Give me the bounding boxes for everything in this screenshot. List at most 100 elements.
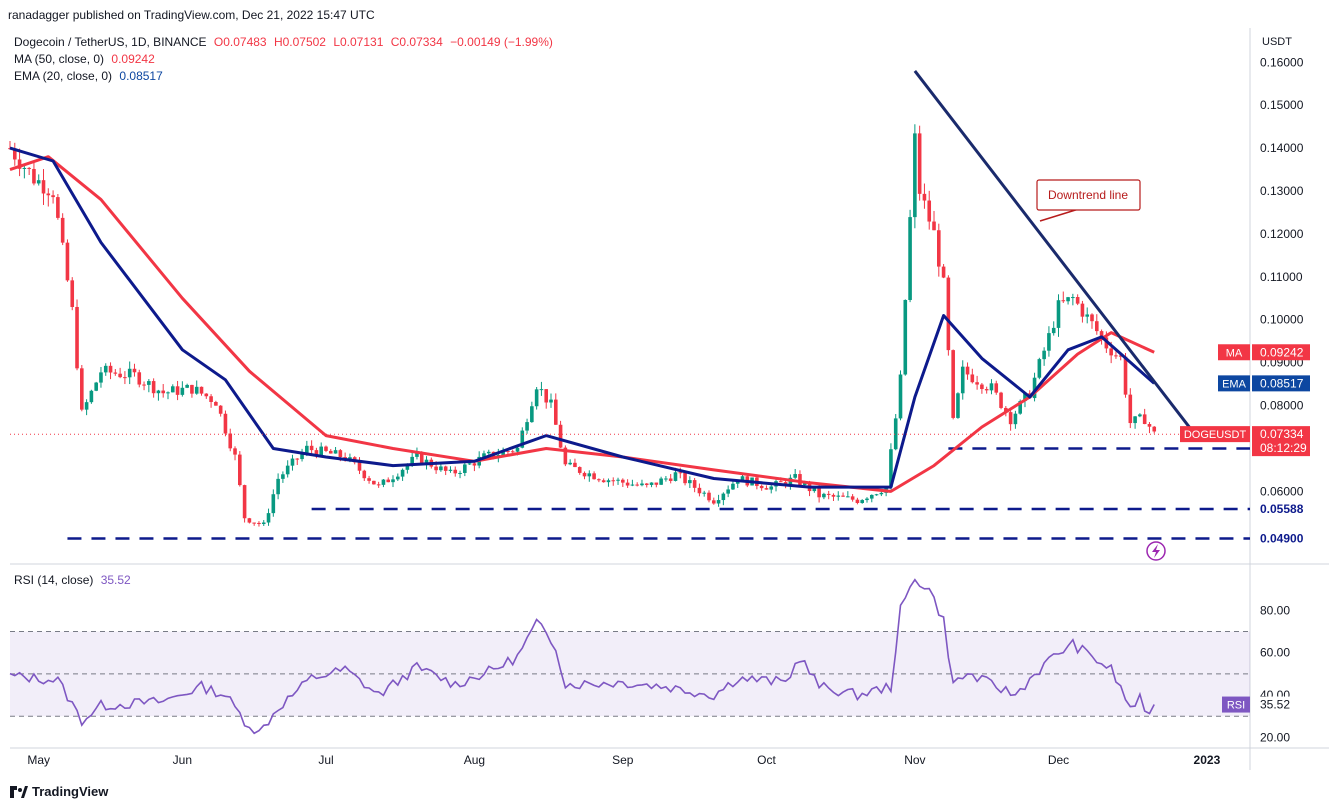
candle-body	[46, 193, 51, 196]
candle-body	[453, 469, 458, 474]
price-tick-label: 0.04900	[1260, 532, 1304, 546]
candle-body	[443, 466, 448, 471]
candle-body	[348, 457, 352, 460]
candle-body	[415, 452, 419, 457]
price-tick-label: 0.14000	[1260, 141, 1304, 155]
rsi-badge-label: RSI	[1227, 700, 1245, 712]
candle-body	[94, 382, 98, 391]
candle-body	[893, 418, 898, 450]
candle-body	[989, 383, 994, 391]
candle-body	[553, 399, 558, 425]
candle-body	[927, 200, 932, 222]
level-tick-bg	[1253, 501, 1315, 518]
candle-body	[271, 494, 276, 514]
candle-body	[170, 386, 175, 393]
candle-body	[850, 496, 855, 500]
candle-body	[247, 518, 252, 523]
candle-body	[75, 306, 79, 369]
candle-body	[242, 485, 247, 519]
candle-body	[817, 488, 821, 498]
candle-body	[903, 299, 908, 375]
candle-body	[793, 474, 797, 478]
candle-body	[769, 486, 774, 490]
candle-body	[467, 463, 472, 465]
candle-body	[711, 500, 716, 504]
rsi-line	[9, 578, 1155, 735]
candle-body	[295, 458, 300, 460]
candle-body	[290, 458, 295, 466]
candle-body	[1071, 297, 1075, 299]
candle-body	[482, 453, 486, 457]
tradingview-footer[interactable]: TradingView	[10, 784, 108, 799]
symbol-badge-label: DOGEUSDT	[1184, 429, 1247, 441]
candle-body	[1118, 355, 1123, 357]
candle-body	[161, 390, 166, 394]
price-tick-label: 0.10000	[1260, 313, 1304, 327]
lightning-bolt	[1152, 544, 1160, 558]
candle-body	[419, 452, 424, 464]
candle-body	[688, 480, 692, 484]
candle-body	[678, 472, 683, 474]
low-value: L0.07131	[333, 35, 384, 49]
candle-body	[740, 476, 745, 482]
price-badge-value: 0.07334	[1260, 427, 1304, 441]
candle-body	[65, 242, 70, 281]
candle-body	[89, 390, 94, 403]
candle-body	[582, 472, 587, 477]
candle-body	[980, 384, 984, 390]
candle-body	[1018, 401, 1022, 414]
candle-body	[132, 368, 137, 373]
candle-body	[400, 469, 405, 477]
candle-body	[223, 413, 228, 434]
candle-body	[630, 484, 635, 486]
indicator-badge	[1218, 344, 1250, 361]
price-tick-label: 0.06000	[1260, 484, 1304, 498]
candle-body	[1008, 412, 1013, 425]
ema-20-line	[9, 146, 1156, 489]
time-tick-label: Dec	[1048, 753, 1069, 767]
indicator-value: 0.08517	[1260, 376, 1304, 390]
candle-body	[204, 393, 209, 397]
candle-body	[544, 389, 549, 403]
publisher-credit: ranadagger published on TradingView.com,…	[8, 8, 375, 22]
candle-body	[1066, 297, 1070, 302]
candle-body	[707, 492, 711, 501]
candle-body	[448, 469, 453, 471]
price-tick-label: 0.15000	[1260, 98, 1304, 112]
candle-body	[113, 372, 118, 374]
ema-value: 0.08517	[119, 69, 163, 83]
candle-body	[424, 459, 429, 464]
candle-body	[668, 478, 673, 481]
candle-body	[984, 389, 989, 391]
candle-body	[515, 447, 520, 452]
candle-body	[309, 445, 314, 451]
candle-body	[846, 496, 850, 498]
candle-body	[185, 384, 189, 388]
candle-body	[855, 499, 860, 503]
candle-body	[865, 498, 869, 501]
candle-body	[635, 484, 639, 486]
candle-body	[56, 197, 60, 218]
candle-body	[17, 159, 22, 169]
candle-body	[60, 217, 65, 243]
rsi-legend[interactable]: RSI (14, close) 35.52	[14, 573, 135, 587]
candle-body	[597, 479, 601, 481]
level-tick-bg	[1253, 530, 1315, 547]
candle-body	[439, 466, 443, 471]
ema-legend[interactable]: EMA (20, close, 0) 0.08517	[14, 69, 167, 83]
candle-body	[975, 382, 979, 385]
candle-body	[99, 372, 103, 383]
candle-body	[510, 451, 515, 453]
candle-body	[166, 392, 170, 394]
candle-body	[577, 467, 582, 473]
candle-body	[372, 480, 376, 485]
candle-body	[472, 463, 477, 466]
candle-body	[937, 230, 941, 267]
candles-group	[8, 124, 1157, 527]
candle-body	[1147, 424, 1152, 427]
candle-body	[1051, 327, 1056, 334]
ma-legend[interactable]: MA (50, close, 0) 0.09242	[14, 52, 159, 66]
candle-body	[1094, 321, 1099, 332]
candle-body	[1037, 359, 1042, 378]
candle-body	[36, 180, 41, 184]
